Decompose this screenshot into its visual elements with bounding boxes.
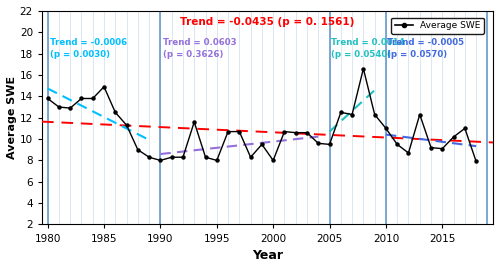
Text: Trend = -0.0435 (p = 0. 1561): Trend = -0.0435 (p = 0. 1561) bbox=[180, 17, 354, 27]
Text: Trend = 0.0014: Trend = 0.0014 bbox=[330, 38, 404, 47]
Text: (p = 0.3626): (p = 0.3626) bbox=[162, 51, 223, 59]
Text: (p = 0.0030): (p = 0.0030) bbox=[50, 51, 110, 59]
Y-axis label: Average SWE: Average SWE bbox=[7, 76, 17, 159]
Text: (p = 0.0570): (p = 0.0570) bbox=[387, 51, 447, 59]
Text: (p = 0.0540): (p = 0.0540) bbox=[330, 51, 391, 59]
Text: Trend = -0.0005: Trend = -0.0005 bbox=[387, 38, 464, 47]
Text: Trend = -0.0006: Trend = -0.0006 bbox=[50, 38, 127, 47]
Text: Trend = 0.0603: Trend = 0.0603 bbox=[162, 38, 236, 47]
Legend: Average SWE: Average SWE bbox=[391, 17, 484, 34]
X-axis label: Year: Year bbox=[252, 249, 283, 262]
